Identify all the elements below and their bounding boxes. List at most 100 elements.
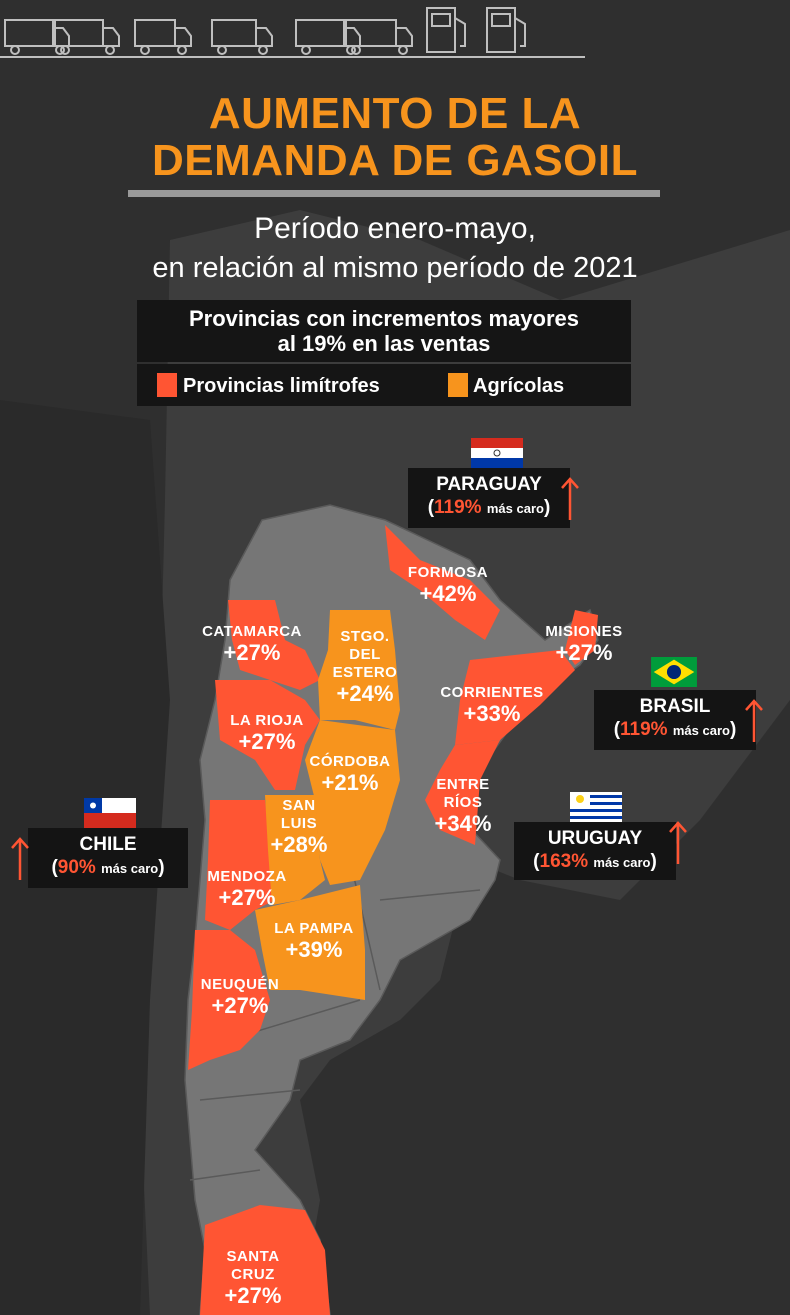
province-pct: +27% <box>223 640 281 665</box>
subtitle-line-1: Período enero-mayo, <box>254 212 536 245</box>
fuel-pump-icon <box>426 7 466 53</box>
country-box-uruguay: URUGUAY (163% más caro) <box>514 822 676 880</box>
province-pct: +34% <box>434 811 492 836</box>
legend-swatch-agri <box>448 373 468 397</box>
truck-icon <box>54 19 120 55</box>
truck-icon <box>4 19 70 55</box>
province-label-corrientes: CORRIENTES +33% <box>430 684 554 726</box>
province-name: RÍOS <box>443 794 483 811</box>
la-rioja-shape <box>215 680 320 790</box>
country-box-paraguay: PARAGUAY (119% más caro) <box>408 468 570 528</box>
province-name: FORMOSA <box>407 564 489 581</box>
formosa-shape <box>385 525 500 640</box>
fuel-pump-icon <box>486 7 526 53</box>
province-name: LA RIOJA <box>230 712 304 729</box>
province-name: DEL <box>349 646 381 663</box>
province-name: SAN <box>282 797 316 814</box>
country-pct: 119% <box>434 497 482 518</box>
province-pct: +27% <box>238 729 296 754</box>
province-name: NEUQUÉN <box>200 976 280 993</box>
province-pct: +33% <box>463 701 521 726</box>
title-divider <box>128 190 660 197</box>
province-name: CATAMARCA <box>202 623 302 640</box>
province-label-mendoza: MENDOZA +27% <box>194 868 300 910</box>
province-pct: +39% <box>285 937 343 962</box>
country-price-line: (119% más caro) <box>613 719 737 740</box>
truck-icon <box>134 19 192 55</box>
country-note: más caro <box>101 861 159 876</box>
truck-icon <box>345 19 413 55</box>
catamarca-shape <box>228 600 320 690</box>
cordoba-shape <box>305 720 400 885</box>
province-label-santa-cruz: SANTA CRUZ +27% <box>208 1248 298 1308</box>
country-box-brasil: BRASIL (119% más caro) <box>594 690 756 750</box>
province-label-misiones: MISIONES +27% <box>534 623 634 665</box>
province-borders <box>189 859 481 1181</box>
legend-swatch-border <box>157 373 177 397</box>
province-pct: +24% <box>336 681 394 706</box>
province-label-san-luis: SAN LUIS +28% <box>256 797 342 857</box>
country-box-chile: CHILE (90% más caro) <box>28 828 188 888</box>
province-name: MENDOZA <box>207 868 287 885</box>
country-name: CHILE <box>79 834 137 855</box>
province-name: MISIONES <box>545 623 623 640</box>
province-label-neuquen: NEUQUÉN +27% <box>190 976 290 1018</box>
province-name: CORRIENTES <box>440 684 544 701</box>
province-name: ENTRE <box>436 776 490 793</box>
legend-title: Provincias con incrementos mayores al 19… <box>137 300 631 362</box>
santa-cruz-shape <box>200 1205 330 1315</box>
title-line-2: DEMANDA DE GASOIL <box>152 136 638 185</box>
province-pct: +21% <box>321 770 379 795</box>
corrientes-shape <box>455 650 575 745</box>
province-name: LA PAMPA <box>274 920 354 937</box>
province-pct: +28% <box>270 832 328 857</box>
province-label-la-pampa: LA PAMPA +39% <box>262 920 366 962</box>
santiago-shape <box>318 610 400 730</box>
province-label-formosa: FORMOSA +42% <box>398 564 498 606</box>
province-label-la-rioja: LA RIOJA +27% <box>214 712 320 754</box>
country-price-line: (119% más caro) <box>427 497 551 518</box>
province-pct: +27% <box>555 640 613 665</box>
misiones-shape <box>565 610 598 665</box>
country-name: BRASIL <box>639 696 711 717</box>
province-name: STGO. <box>340 628 390 645</box>
flag-uruguay-icon <box>570 792 622 822</box>
country-name: URUGUAY <box>547 828 643 849</box>
province-label-cordoba: CÓRDOBA +21% <box>300 753 400 795</box>
province-pct: +27% <box>218 885 276 910</box>
arrow-up-icon <box>561 477 579 520</box>
province-name: SANTA <box>226 1248 280 1265</box>
mendoza-shape <box>205 800 275 930</box>
subtitle-line-2: en relación al mismo período de 2021 <box>152 252 638 284</box>
country-pct: 163% <box>539 851 589 872</box>
truck-icon <box>211 19 273 55</box>
arrow-up-icon <box>669 821 687 864</box>
flag-paraguay-icon <box>471 438 523 468</box>
province-name: CRUZ <box>231 1266 275 1283</box>
country-price-line: (163% más caro) <box>533 851 657 872</box>
arrow-up-icon <box>745 699 763 742</box>
country-note: más caro <box>672 723 730 738</box>
legend-label-border: Provincias limítrofes <box>183 375 380 397</box>
neuquen-shape <box>188 930 270 1070</box>
province-name: ESTERO <box>332 664 398 681</box>
country-price-line: (90% más caro) <box>51 857 165 878</box>
province-label-santiago: STGO. DEL ESTERO +24% <box>320 628 410 706</box>
la-pampa-shape <box>255 885 365 1000</box>
province-pct: +27% <box>211 993 269 1018</box>
country-pct: 90% <box>57 857 96 878</box>
province-name: CÓRDOBA <box>309 753 391 770</box>
legend-keys: Provincias limítrofes Agrícolas <box>137 364 631 406</box>
province-label-catamarca: CATAMARCA +27% <box>190 623 314 665</box>
truck-row <box>0 7 585 58</box>
san-luis-shape <box>265 795 325 905</box>
country-pct: 119% <box>620 719 668 740</box>
province-pct: +27% <box>224 1283 282 1308</box>
legend-title-line-2: al 19% en las ventas <box>277 331 491 356</box>
province-label-entre-rios: ENTRE RÍOS +34% <box>418 776 508 836</box>
flag-chile-icon <box>84 798 136 828</box>
title-line-1: AUMENTO DE LA <box>208 89 582 138</box>
legend-title-line-1: Provincias con incrementos mayores <box>188 306 580 331</box>
